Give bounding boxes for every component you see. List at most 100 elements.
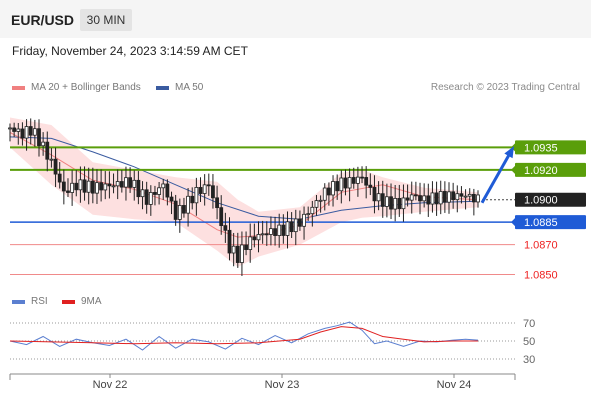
level-tag-pointer <box>511 165 515 174</box>
candle-body <box>413 194 418 197</box>
candle-body <box>302 213 306 227</box>
level-tag-1.0935 <box>515 140 586 155</box>
candle-body <box>434 192 439 205</box>
candle-body <box>244 244 248 250</box>
candle-body <box>12 127 17 132</box>
candle-body <box>61 181 66 192</box>
candle-body <box>173 200 178 220</box>
candle-body <box>186 195 190 214</box>
candle-body <box>211 185 215 199</box>
candle-body <box>422 195 427 202</box>
candle-body <box>252 236 257 241</box>
candle-body <box>119 181 124 188</box>
candle-body <box>20 128 25 139</box>
level-tag-1.0920 <box>515 162 586 177</box>
candle-body <box>49 158 54 161</box>
research-credit: Research © 2023 Trading Central <box>430 82 580 93</box>
candle-body <box>194 187 199 204</box>
candle-body <box>136 179 141 198</box>
candle-body <box>206 184 211 187</box>
candle-body <box>405 197 410 201</box>
candle-body <box>78 179 83 191</box>
candle-body <box>124 177 128 188</box>
candle-body <box>74 182 79 191</box>
chart-datetime: Friday, November 24, 2023 3:14:59 AM CET <box>12 44 248 58</box>
candle-body <box>153 192 157 195</box>
candle-body <box>32 128 37 136</box>
candle-body <box>273 228 277 236</box>
chart-header: EUR/USD 30 MIN <box>0 0 591 38</box>
forecast-arrow-head <box>504 146 514 159</box>
candle-body <box>335 181 340 192</box>
candle-body <box>82 179 87 193</box>
candle-body <box>70 182 75 193</box>
candle-body <box>426 195 431 205</box>
legend-rsi-ma: 9MA <box>62 296 102 307</box>
ma20-swatch <box>12 85 25 90</box>
candle-body <box>227 229 232 254</box>
candle-body <box>289 221 294 233</box>
candle-body <box>372 187 377 202</box>
candle-body <box>107 183 112 187</box>
rsi-ma-swatch <box>62 299 75 304</box>
time-axis: Nov 22 Nov 23 Nov 24 <box>9 373 516 391</box>
candle-body <box>310 206 315 215</box>
candle-body <box>248 236 253 250</box>
candle-body <box>140 189 145 198</box>
candle-body <box>351 177 356 184</box>
candle-body <box>384 196 389 207</box>
candle-body <box>103 183 108 191</box>
rsi-tick-50: 50 <box>523 336 535 348</box>
rsi-tick-70: 70 <box>523 318 535 330</box>
candle-body <box>99 182 104 191</box>
candle-body <box>66 190 70 193</box>
candle-body <box>380 193 385 207</box>
level-tag-pointer <box>511 218 515 227</box>
candle-body <box>132 179 137 188</box>
candle-body <box>389 196 393 210</box>
candle-body <box>128 177 133 188</box>
time-tick-label-2: Nov 24 <box>437 379 472 391</box>
candle-body <box>476 194 480 203</box>
level-label-1.0885: 1.0885 <box>524 217 558 229</box>
legend-rsi: RSI <box>12 296 48 307</box>
candle-body <box>223 225 228 231</box>
candle-body <box>459 193 464 197</box>
candle-body <box>8 127 12 130</box>
candle-body <box>347 177 352 189</box>
candle-body <box>343 177 348 189</box>
candle-body <box>318 199 323 202</box>
candle-body <box>198 187 203 194</box>
candle-body <box>115 181 120 187</box>
candle-body <box>161 183 166 189</box>
candle-body <box>455 193 460 201</box>
candle-body <box>53 158 58 175</box>
candle-body <box>376 193 381 202</box>
candle-body <box>393 197 398 210</box>
candle-body <box>360 176 364 179</box>
candle-body <box>463 195 468 198</box>
level-label-1.0870: 1.0870 <box>524 240 558 252</box>
level-label-1.0900: 1.0900 <box>524 195 558 207</box>
candle-body <box>57 173 62 183</box>
timeframe-badge[interactable]: 30 MIN <box>80 9 132 31</box>
candle-body <box>298 218 302 227</box>
candle-body <box>339 177 344 192</box>
candle-body <box>260 233 265 236</box>
level-tag-1.0885 <box>515 215 586 230</box>
rsi-tick-30: 30 <box>523 354 535 366</box>
candles-layer <box>8 118 480 276</box>
candle-body <box>177 205 182 220</box>
candle-body <box>215 197 219 209</box>
candle-body <box>28 126 33 136</box>
rsi-line <box>9 321 479 351</box>
ma20-legend-label: MA 20 + Bollinger Bands <box>31 82 141 93</box>
candle-body <box>16 128 21 132</box>
candle-body <box>235 245 240 263</box>
candle-body <box>306 213 311 216</box>
candle-body <box>144 189 149 205</box>
forecast-arrow-layer <box>480 146 514 204</box>
candle-body <box>322 187 327 201</box>
candle-body <box>397 197 402 210</box>
